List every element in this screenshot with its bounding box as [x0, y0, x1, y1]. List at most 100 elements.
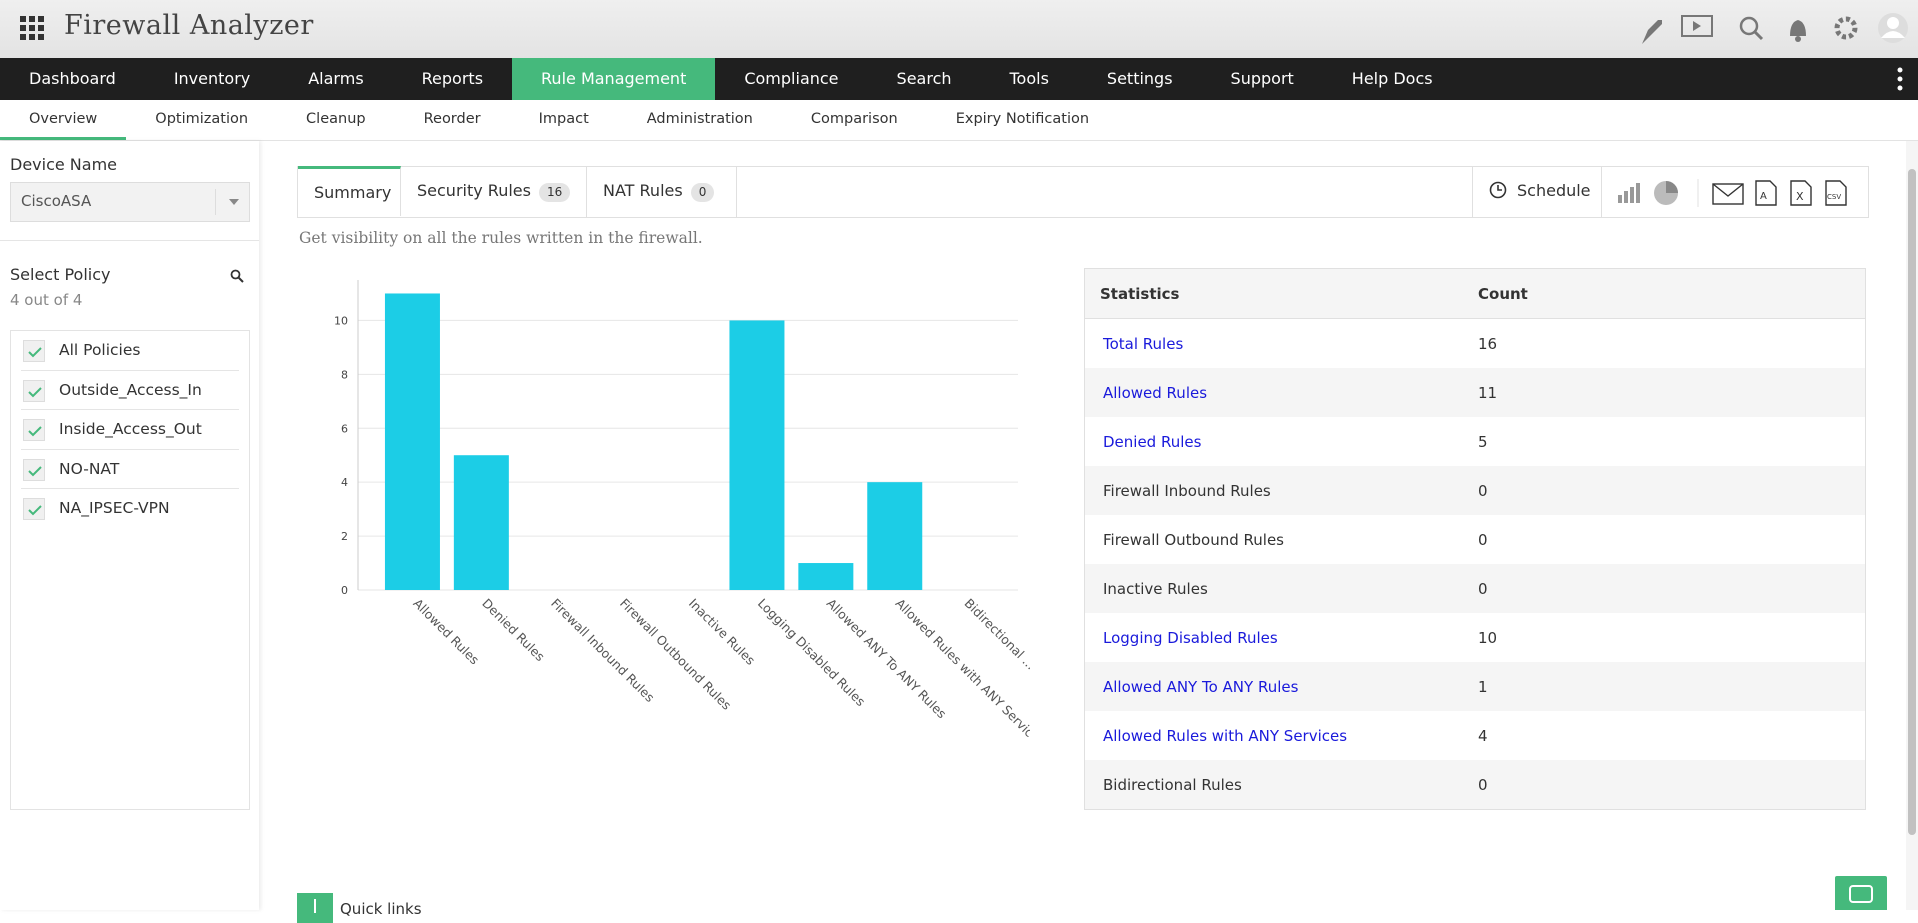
settings-icon[interactable]	[1834, 16, 1858, 40]
nav-item[interactable]: Support	[1230, 69, 1294, 88]
subnav-item[interactable]: Expiry Notification	[955, 111, 1090, 127]
bar-view-icon[interactable]	[1618, 183, 1640, 203]
stat-link[interactable]: Denied Rules	[1103, 432, 1202, 451]
pie-view-icon[interactable]	[1654, 181, 1678, 205]
bar	[384, 293, 440, 590]
email-icon[interactable]	[1712, 183, 1744, 205]
present-icon[interactable]	[1681, 15, 1713, 37]
header-icons	[1642, 13, 1908, 44]
stat-count: 10	[1478, 628, 1498, 647]
nav-item[interactable]: Tools	[1009, 69, 1049, 88]
stat-link[interactable]: Allowed ANY To ANY Rules	[1103, 677, 1299, 696]
stat-count: 0	[1478, 775, 1488, 794]
nav-item[interactable]: Help Docs	[1351, 69, 1433, 88]
x-tick-label: Denied Rules	[479, 596, 548, 665]
nav-item[interactable]: Reports	[421, 69, 484, 88]
table-row: Logging Disabled Rules 10	[1085, 613, 1865, 662]
subnav-item[interactable]: Reorder	[423, 111, 481, 127]
summary-tab[interactable]: Summary	[298, 166, 401, 216]
tab-label: NAT Rules	[603, 181, 683, 200]
apps-icon[interactable]	[20, 16, 46, 42]
policy-item[interactable]: NO-NAT	[21, 450, 239, 489]
nav-item[interactable]: Dashboard	[29, 69, 116, 88]
policy-count: 4 out of 4	[10, 291, 83, 309]
subnav-item[interactable]: Comparison	[810, 111, 898, 127]
security-tab[interactable]: Security Rules 16	[401, 167, 587, 217]
policy-checkbox[interactable]	[23, 379, 45, 402]
bell-icon[interactable]	[1790, 20, 1806, 36]
policy-item[interactable]: Inside_Access_Out	[21, 410, 239, 450]
policy-search-icon[interactable]	[230, 269, 244, 283]
policy-name: NA_IPSEC-VPN	[59, 499, 170, 517]
y-tick-label: 8	[341, 368, 348, 381]
subnav-item[interactable]: Cleanup	[306, 111, 366, 127]
x-tick-label: Allowed ANY To ANY Rules	[824, 596, 950, 722]
rocket-icon[interactable]	[1642, 20, 1662, 44]
nav-item[interactable]: Rule Management	[512, 58, 716, 100]
stat-count: 5	[1478, 432, 1488, 451]
main-nav: Dashboard Inventory Alarms Reports Rule Mana…	[0, 58, 1918, 100]
nat-tab[interactable]: NAT Rules 0	[587, 167, 737, 217]
bar	[453, 455, 509, 590]
stat-label: Inactive Rules	[1103, 579, 1208, 598]
policy-checkbox[interactable]	[23, 498, 45, 520]
sidebar: Device Name CiscoASA Select Policy 4 out…	[0, 141, 259, 910]
policy-label: Select Policy	[10, 265, 111, 284]
table-header: Statistics Count	[1085, 269, 1865, 319]
y-tick-label: 4	[341, 476, 348, 489]
description: Get visibility on all the rules written …	[299, 229, 703, 247]
csv-icon[interactable]: CSV	[1825, 180, 1847, 206]
schedule-button[interactable]: Schedule	[1472, 167, 1602, 217]
policy-name: All Policies	[59, 341, 141, 359]
stat-count: 0	[1478, 579, 1488, 598]
policy-item[interactable]: Outside_Access_In	[21, 371, 239, 410]
chat-button[interactable]	[1835, 876, 1887, 910]
device-select[interactable]: CiscoASA	[10, 182, 250, 222]
app-title: Firewall Analyzer	[64, 10, 314, 41]
table-row: Allowed Rules 11	[1085, 368, 1865, 417]
column-header: Count	[1478, 284, 1528, 303]
x-tick-label: Allowed Rules with ANY Services	[893, 596, 1030, 740]
x-tick-label: Bidirectional ...	[962, 596, 1030, 673]
stat-link[interactable]: Allowed Rules	[1103, 383, 1208, 402]
search-icon[interactable]	[1739, 16, 1759, 36]
policy-name: Inside_Access_Out	[59, 420, 202, 438]
device-value: CiscoASA	[21, 192, 92, 210]
policy-name: NO-NAT	[59, 459, 120, 478]
nav-item[interactable]: Search	[896, 69, 952, 88]
subnav-item[interactable]: Impact	[538, 111, 589, 127]
excel-icon[interactable]: X	[1790, 180, 1812, 206]
nav-item[interactable]: Compliance	[744, 69, 839, 88]
nav-item[interactable]: Inventory	[173, 69, 251, 88]
subnav-item[interactable]: Administration	[646, 111, 753, 127]
subnav-item[interactable]: Optimization	[155, 111, 249, 127]
header: Firewall Analyzer	[0, 0, 1918, 58]
policy-checkbox[interactable]	[23, 340, 45, 362]
x-tick-label: Firewall Outbound Rules	[617, 596, 734, 713]
svg-text:X: X	[1796, 190, 1804, 203]
svg-text:CSV: CSV	[1827, 193, 1841, 201]
policy-checkbox[interactable]	[23, 419, 45, 441]
stat-link[interactable]: Total Rules	[1103, 334, 1184, 353]
policy-checkbox[interactable]	[23, 458, 45, 481]
pdf-icon[interactable]: A	[1755, 180, 1777, 206]
stat-link[interactable]: Logging Disabled Rules	[1103, 628, 1278, 647]
bar	[798, 563, 854, 590]
subnav-item[interactable]: Overview	[0, 100, 127, 140]
nav-item[interactable]: Alarms	[308, 69, 364, 88]
table-row: Firewall Inbound Rules 0	[1085, 466, 1865, 515]
sub-nav: Overview Optimization Cleanup Reorder Impact…	[0, 100, 1918, 141]
column-header: Statistics	[1100, 284, 1180, 303]
policy-item[interactable]: NA_IPSEC-VPN	[21, 489, 239, 529]
nav-item[interactable]: Settings	[1106, 69, 1173, 88]
policy-name: Outside_Access_In	[59, 380, 202, 399]
table-row: Firewall Outbound Rules 0	[1085, 515, 1865, 564]
quick-links-toggle[interactable]	[297, 893, 333, 923]
scrollbar[interactable]	[1906, 141, 1918, 910]
stat-link[interactable]: Allowed Rules with ANY Services	[1103, 726, 1348, 745]
x-tick-label: Inactive Rules	[686, 596, 758, 668]
more-icon[interactable]	[1895, 66, 1905, 92]
policy-item[interactable]: All Policies	[21, 331, 239, 371]
device-label: Device Name	[10, 155, 118, 174]
